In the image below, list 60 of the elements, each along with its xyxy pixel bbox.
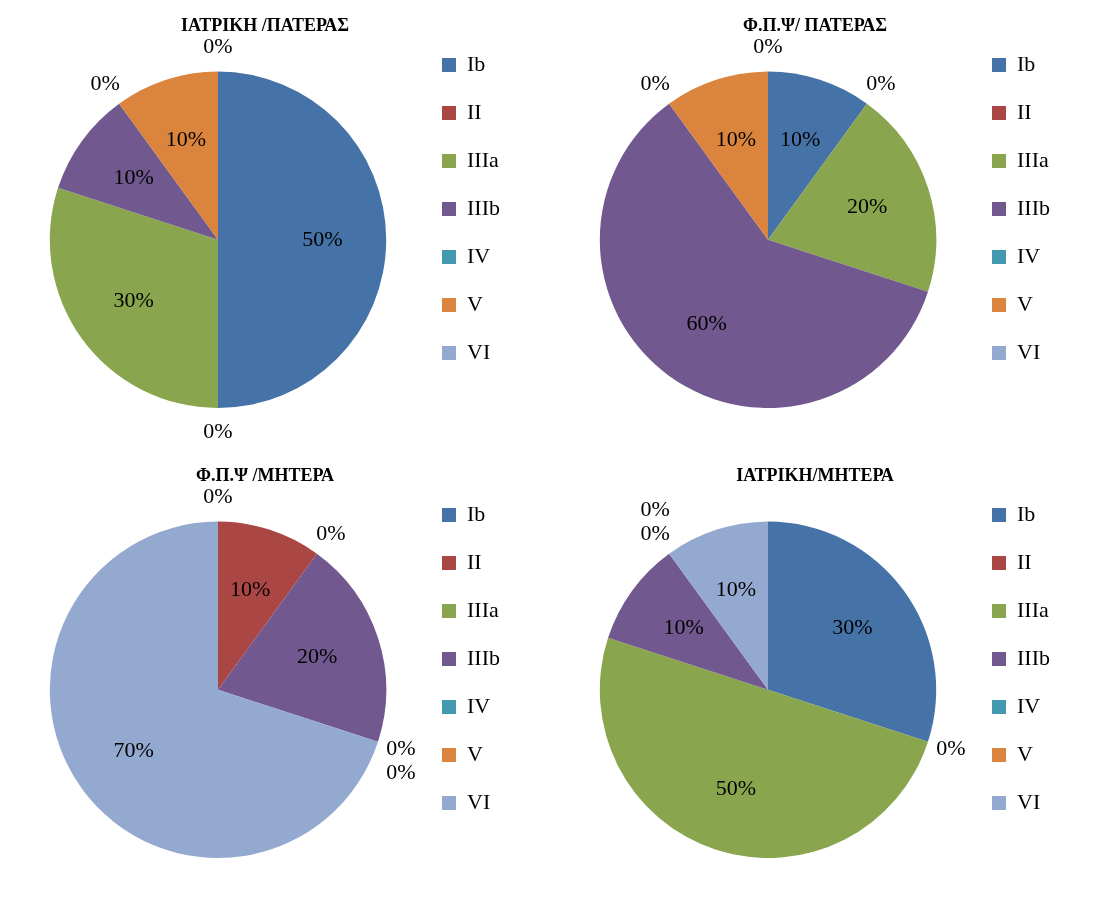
data-label: 10% <box>165 126 206 152</box>
legend-label: Ib <box>467 500 486 526</box>
text: 0% <box>753 33 783 59</box>
text: 0% <box>203 33 233 59</box>
chart-title: ΙΑΤΡΙΚΗ/ΜΗΤΕΡΑ <box>736 465 894 486</box>
legend-label: VI <box>1017 788 1041 814</box>
data-label: 20% <box>297 643 338 669</box>
text: 0% <box>640 496 670 522</box>
text: 0% <box>203 483 233 509</box>
chart-title: Φ.Π.Ψ/ ΠΑΤΕΡΑΣ <box>743 15 887 36</box>
text: 0% <box>386 758 416 784</box>
text: 0% <box>640 70 670 96</box>
legend-label: IV <box>467 692 491 718</box>
legend-label: IIIb <box>1017 644 1051 670</box>
text: 0% <box>90 70 120 96</box>
data-label: 30% <box>113 286 154 312</box>
chart-title: Φ.Π.Ψ /ΜΗΤΕΡΑ <box>196 465 334 486</box>
data-label: 20% <box>847 193 888 219</box>
legend-label: V <box>467 740 484 766</box>
legend-label: II <box>1017 548 1032 574</box>
text: 0% <box>316 520 346 546</box>
legend-label: VI <box>467 788 491 814</box>
legend-label: VI <box>1017 338 1041 364</box>
legend-label: VI <box>467 338 491 364</box>
text: 0% <box>936 734 966 760</box>
legend-label: IIIb <box>467 194 501 220</box>
data-label: 10% <box>715 576 756 602</box>
legend-label: IIIa <box>467 146 499 172</box>
data-label: 50% <box>302 225 343 251</box>
legend-label: IIIb <box>467 644 501 670</box>
legend-label: Ib <box>467 50 486 76</box>
legend-label: IIIa <box>1017 596 1049 622</box>
data-label: 10% <box>113 164 154 190</box>
data-label: 10% <box>715 126 756 152</box>
data-label: 60% <box>686 309 727 335</box>
data-label: 50% <box>715 774 756 800</box>
legend-label: V <box>467 290 484 316</box>
legend-label: IIIa <box>467 596 499 622</box>
data-label: 30% <box>832 614 873 640</box>
legend-label: V <box>1017 290 1034 316</box>
chart-title: ΙΑΤΡΙΚΗ /ΠΑΤΕΡΑΣ <box>180 15 350 36</box>
legend-label: II <box>467 548 482 574</box>
legend-label: Ib <box>1017 50 1036 76</box>
legend-label: II <box>1017 98 1032 124</box>
legend-label: IIIa <box>1017 146 1049 172</box>
text: 0% <box>866 70 896 96</box>
data-label: 10% <box>230 576 271 602</box>
text: 0% <box>640 520 670 546</box>
legend-label: IIIb <box>1017 194 1051 220</box>
legend-label: II <box>467 98 482 124</box>
text: 0% <box>203 417 233 443</box>
data-label: 10% <box>663 614 704 640</box>
legend-label: IV <box>1017 692 1041 718</box>
legend-label: IV <box>1017 242 1041 268</box>
legend-label: Ib <box>1017 500 1036 526</box>
text: 0% <box>386 734 416 760</box>
data-label: 10% <box>780 126 821 152</box>
legend-label: IV <box>467 242 491 268</box>
data-label: 70% <box>113 736 154 762</box>
legend-label: V <box>1017 740 1034 766</box>
